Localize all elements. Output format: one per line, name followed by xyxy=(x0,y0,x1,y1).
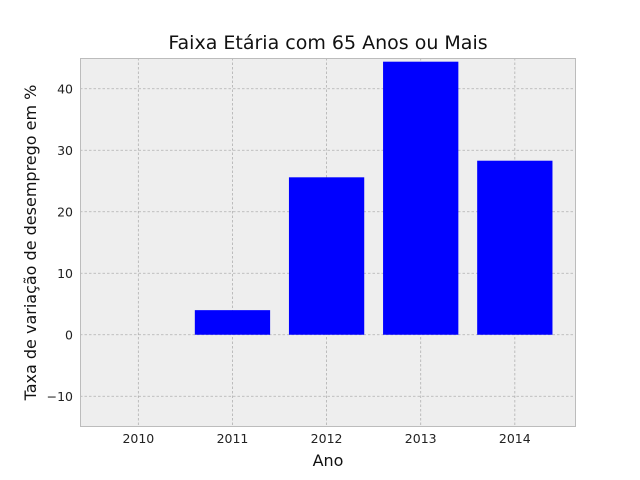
bar-2013 xyxy=(383,61,459,335)
x-tick-label: 2011 xyxy=(217,431,249,446)
x-axis-ticks: 2010 2011 2012 2013 2014 xyxy=(122,431,530,446)
y-tick-label: 30 xyxy=(57,143,73,158)
y-tick-label: 0 xyxy=(65,327,73,342)
y-tick-label: −10 xyxy=(47,389,73,404)
y-tick-label: 10 xyxy=(57,266,73,281)
x-tick-label: 2013 xyxy=(405,431,437,446)
bar-2012 xyxy=(288,177,365,335)
x-tick-label: 2010 xyxy=(122,431,154,446)
plot-frame xyxy=(80,58,576,427)
bar-2011 xyxy=(194,310,271,335)
y-axis-ticks: −10 0 10 20 30 40 xyxy=(47,81,73,404)
y-tick-label: 20 xyxy=(57,204,73,219)
chart-title: Faixa Etária com 65 Anos ou Mais xyxy=(168,32,487,54)
bar-2014 xyxy=(477,160,553,335)
x-tick-label: 2014 xyxy=(499,431,531,446)
y-axis-label: Taxa de variação de desemprego em % xyxy=(21,85,40,402)
x-tick-label: 2012 xyxy=(311,431,343,446)
bars xyxy=(194,61,553,335)
x-axis-label: Ano xyxy=(313,451,344,470)
y-tick-label: 40 xyxy=(57,81,73,96)
